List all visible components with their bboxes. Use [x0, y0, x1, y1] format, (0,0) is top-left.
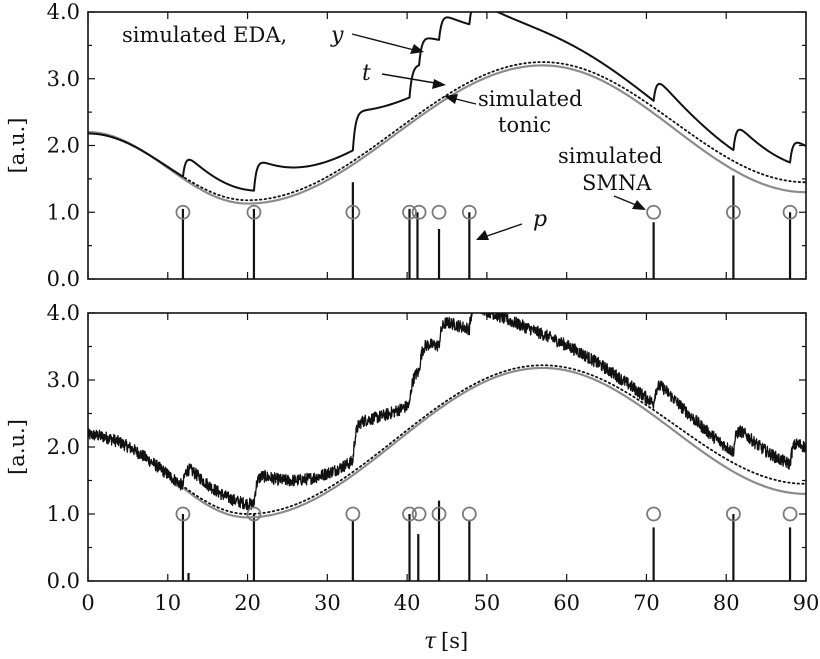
smna-marker [782, 204, 798, 220]
annotation-eda-math: y [330, 23, 344, 48]
y-tick-label: 2.0 [47, 435, 80, 459]
arrowhead-t-icon [432, 79, 446, 89]
y-tick-label: 4.0 [47, 0, 80, 24]
y-tick-label: 0.0 [47, 267, 80, 291]
x-tick-label: 30 [314, 591, 341, 615]
x-tick-label: 40 [394, 591, 421, 615]
annotations: simulated EDA, y t simulated tonic simul… [122, 23, 662, 240]
bottom-panel: 0 10 20 30 40 50 60 70 80 90 0.0 1.0 2.0 3.0 4.0 [a.u.] [5, 301, 819, 615]
x-tick-label: 90 [793, 591, 820, 615]
smna-marker [726, 204, 741, 220]
eda-noisy-line [88, 313, 806, 511]
y-axis-title: [a.u.] [5, 419, 29, 475]
arrow-t [381, 73, 436, 84]
plot-area [88, 12, 806, 279]
plot-frame [87, 312, 807, 582]
smna-marker [175, 204, 191, 220]
x-tick-label: 10 [154, 591, 181, 615]
smna-marker [646, 204, 662, 220]
eda-line [88, 12, 806, 192]
tonic-dotted-line [88, 61, 806, 202]
y-tick-label: 1.0 [47, 200, 80, 224]
smna-marker [782, 506, 798, 522]
arrow-smna [613, 195, 637, 206]
smna-marker [646, 506, 662, 522]
smna-marker [175, 506, 191, 522]
smna-marker [246, 506, 262, 522]
tonic-gray-line [88, 366, 806, 519]
smna-marker [411, 506, 427, 522]
smna-marker [461, 506, 477, 522]
x-tick-label: 0 [81, 591, 94, 615]
x-tick-label: 70 [633, 591, 660, 615]
smna-marker [411, 204, 427, 220]
annotation-eda-label: simulated EDA, [122, 23, 287, 47]
smna-marker [461, 204, 477, 220]
arrow-tonic [455, 98, 477, 105]
top-panel: 0.0 1.0 2.0 3.0 4.0 [a.u.] [5, 0, 807, 291]
smna-marker [345, 204, 361, 220]
annotation-tonic-line2: tonic [498, 113, 551, 137]
arrowhead-smna-icon [632, 200, 646, 210]
smna-marker [402, 204, 417, 220]
annotation-smna-line1: simulated [558, 144, 662, 168]
annotation-smna-line2: SMNA [582, 171, 652, 195]
y-axis-title: [a.u.] [5, 118, 29, 174]
arrowhead-eda-icon [410, 44, 424, 54]
y-tick-label: 3.0 [47, 368, 80, 392]
annotation-t-math: t [362, 61, 371, 86]
plot-area [88, 313, 806, 581]
tonic-gray-line [88, 64, 806, 205]
arrow-eda [351, 33, 415, 51]
annotation-tonic-line1: simulated [478, 87, 582, 111]
smna-marker [431, 204, 447, 220]
x-tick-label: 80 [713, 591, 740, 615]
smna-marker [246, 204, 262, 220]
smna-marker [402, 506, 417, 522]
y-tick-label: 4.0 [47, 301, 80, 325]
x-tick-label: 20 [234, 591, 261, 615]
arrow-p [486, 223, 523, 237]
x-axis-title-unit: [s] [441, 629, 468, 653]
y-tick-label: 2.0 [47, 134, 80, 158]
y-tick-label: 0.0 [47, 569, 80, 593]
x-axis-title: τ [s] [424, 629, 468, 654]
x-tick-label: 50 [474, 591, 501, 615]
smna-marker [726, 506, 741, 522]
y-tick-label: 1.0 [47, 502, 80, 526]
annotation-p-math: p [533, 207, 547, 232]
smna-marker [431, 506, 447, 522]
arrowhead-tonic-icon [444, 94, 458, 104]
tonic-dotted-line [88, 364, 806, 515]
x-axis-title-math: τ [424, 629, 437, 654]
smna-marker [345, 506, 361, 522]
x-tick-label: 60 [553, 591, 580, 615]
y-tick-label: 3.0 [47, 67, 80, 91]
arrowhead-p-icon [476, 230, 489, 240]
